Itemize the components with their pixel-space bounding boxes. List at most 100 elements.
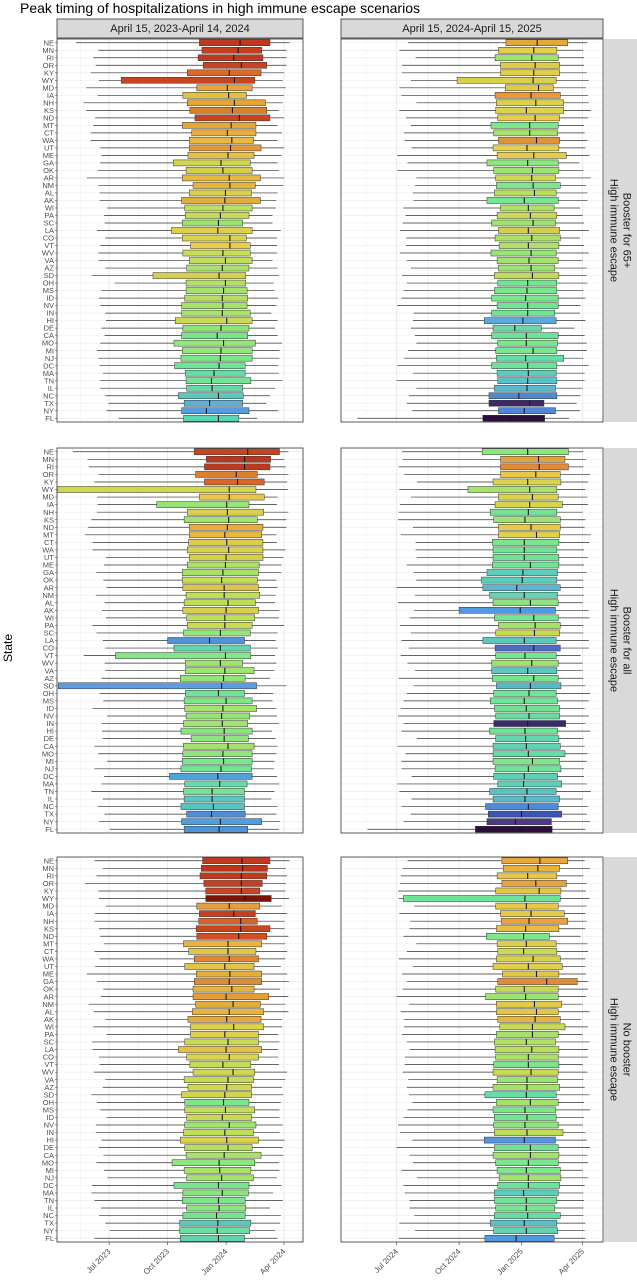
panel: Jul 2024 Oct 2024 Jan 2025 Apr 2025 <box>340 856 604 1277</box>
state-label: RI <box>47 53 55 62</box>
box-ME <box>86 970 288 978</box>
row-strip-label-line2: High immune escape <box>608 998 620 1101</box>
state-label: OR <box>43 879 55 888</box>
box-WA <box>90 137 278 144</box>
box-WI <box>404 1023 589 1031</box>
box-OK <box>103 576 277 584</box>
box-iqr <box>185 369 246 377</box>
box-SC <box>410 629 584 637</box>
box-NM <box>414 591 584 599</box>
box-MS <box>403 697 589 705</box>
box-IA <box>399 910 586 917</box>
box-iqr <box>493 690 557 697</box>
panel-border <box>340 447 604 834</box>
box-iqr <box>496 1031 559 1038</box>
box-MT <box>410 122 584 129</box>
box-iqr <box>500 471 561 478</box>
box-iqr <box>497 114 560 122</box>
box-IN <box>403 720 586 727</box>
box-iqr <box>179 1219 252 1227</box>
box-NH <box>416 99 589 107</box>
box-IL <box>102 795 272 803</box>
box-iqr <box>492 1106 556 1114</box>
box-iqr <box>171 1159 255 1167</box>
box-CO <box>105 644 278 652</box>
box-AK <box>99 197 277 204</box>
box-WA <box>398 955 586 963</box>
box-iqr <box>500 917 568 925</box>
box-WV <box>402 1068 588 1076</box>
box-TX <box>104 810 277 818</box>
state-label: CO <box>43 1053 54 1062</box>
state-label: KY <box>44 887 54 896</box>
column-strip <box>56 18 304 39</box>
state-label: HI <box>47 727 55 736</box>
box-iqr <box>492 750 566 758</box>
box-iqr <box>496 925 560 932</box>
box-iqr <box>201 47 262 54</box>
box-iqr <box>482 584 561 591</box>
state-label: MA <box>43 369 54 378</box>
column-strip <box>340 18 604 39</box>
box-MO <box>98 750 277 758</box>
box-WV <box>93 1068 288 1076</box>
box-iqr <box>498 137 560 144</box>
box-iqr <box>500 204 555 212</box>
box-IA <box>97 92 284 99</box>
state-label: KY <box>44 68 54 77</box>
box-IL <box>416 384 583 392</box>
box-iqr <box>492 795 560 803</box>
box-iqr <box>500 456 566 463</box>
box-iqr <box>502 970 560 978</box>
box-WA <box>404 137 588 144</box>
box-ND <box>100 932 289 940</box>
box-iqr <box>500 463 569 471</box>
state-label: ID <box>47 1113 55 1122</box>
box-MT <box>104 940 286 948</box>
box-OH <box>406 279 588 287</box>
state-label: MA <box>43 1189 54 1198</box>
box-iqr <box>188 531 262 539</box>
box-iqr <box>496 1008 559 1016</box>
box-HI <box>412 317 586 324</box>
box-iqr <box>493 1121 559 1129</box>
box-ND <box>412 523 585 531</box>
box-MI <box>401 1167 583 1174</box>
box-KY <box>398 887 587 895</box>
state-label: KS <box>44 106 54 115</box>
box-AR <box>416 174 591 182</box>
box-WI <box>105 614 279 622</box>
box-MA <box>91 1189 274 1197</box>
state-label: NJ <box>45 354 54 363</box>
box-iqr <box>187 99 266 107</box>
box-iqr <box>489 727 558 735</box>
box-MO <box>100 339 283 347</box>
state-label: TX <box>44 1219 54 1228</box>
box-MO <box>405 750 588 758</box>
box-CA <box>409 1151 588 1159</box>
state-label: MN <box>42 46 54 55</box>
box-VA <box>105 1076 286 1083</box>
box-RI <box>415 54 584 62</box>
box-MI <box>97 347 280 354</box>
state-label: NM <box>42 181 54 190</box>
box-iqr <box>501 857 568 865</box>
box-iqr <box>496 257 559 264</box>
box-iqr <box>496 1099 559 1106</box>
box-iqr <box>195 970 262 978</box>
box-CT <box>406 948 589 955</box>
box-iqr <box>120 77 255 84</box>
box-iqr <box>194 448 280 456</box>
box-VA <box>406 257 583 264</box>
state-label: MT <box>43 939 54 948</box>
box-iqr <box>184 1038 259 1046</box>
box-TX <box>399 1219 586 1227</box>
state-label: WY <box>42 485 54 494</box>
box-iqr <box>492 1083 560 1091</box>
box-iqr <box>188 257 253 264</box>
box-ME <box>101 152 282 159</box>
state-label: VT <box>44 651 54 660</box>
box-IL <box>100 1204 270 1212</box>
state-label: AL <box>45 189 54 198</box>
panel <box>340 38 604 423</box>
